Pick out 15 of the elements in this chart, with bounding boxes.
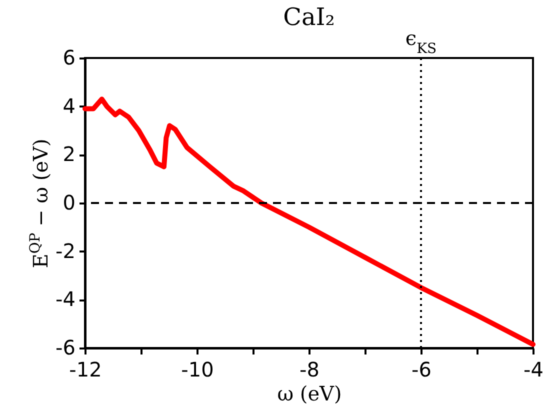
x-axis-title: ω (eV) [277, 382, 342, 406]
y-tick-label: 6 [62, 46, 76, 70]
y-tick-label: -6 [56, 336, 76, 360]
ref-line-label: ϵ$_{KS}$ [405, 26, 437, 57]
x-tick-label: -4 [524, 358, 544, 382]
y-tick-label: 0 [62, 190, 76, 214]
y-tick-label: 2 [62, 142, 76, 166]
y-tick-label: -4 [56, 287, 76, 312]
y-tick-label: -2 [56, 238, 76, 263]
x-tick-label: -12 [69, 358, 102, 382]
x-tick-label: -6 [412, 358, 432, 382]
chart-title: CaI₂ [283, 3, 335, 31]
x-tick-label: -10 [181, 358, 214, 382]
x-tick-label: -8 [300, 358, 320, 382]
y-tick-label: 4 [62, 94, 76, 118]
